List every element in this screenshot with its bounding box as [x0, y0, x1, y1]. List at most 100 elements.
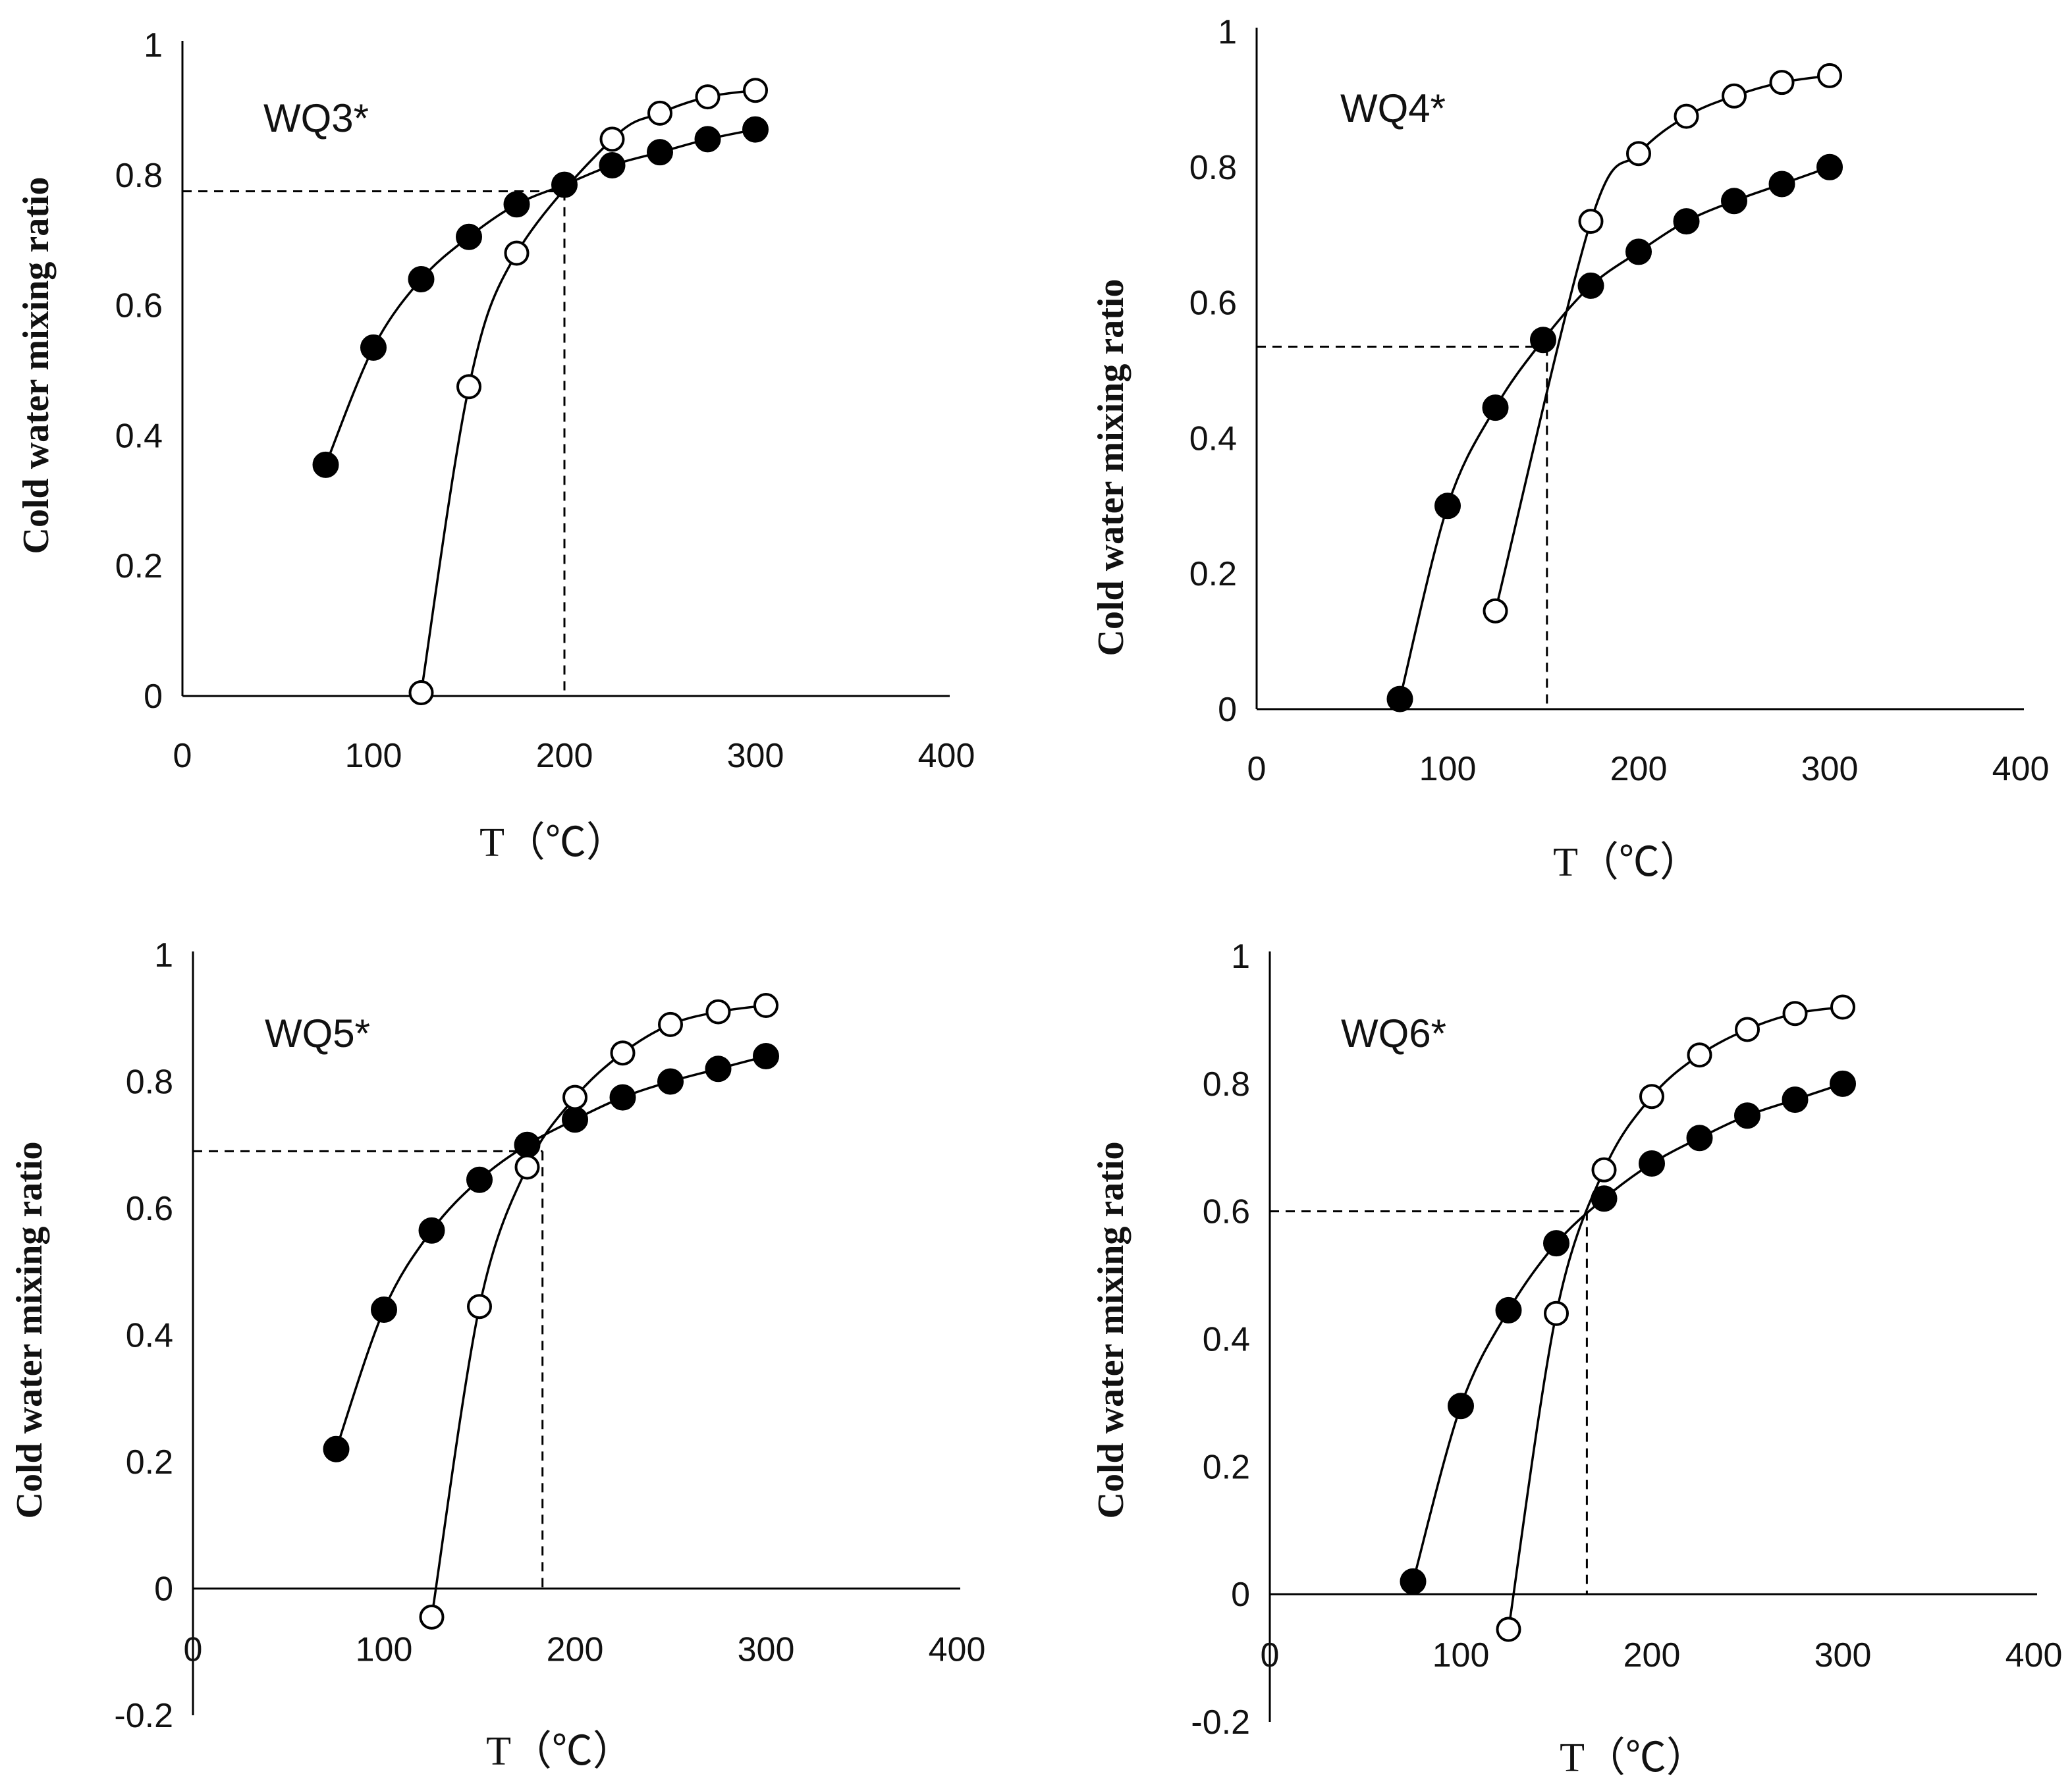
data-point-open	[658, 1011, 683, 1037]
x-tick-label: 400	[918, 737, 975, 775]
x-tick-label: 0	[184, 1631, 203, 1669]
y-tick-label: 0.4	[115, 417, 163, 455]
y-axis-label: Cold water mixing ratio	[1091, 279, 1131, 656]
y-tick-label: 0.6	[1203, 1193, 1250, 1231]
x-tick-label: 400	[1992, 750, 2050, 788]
data-point-filled	[742, 116, 769, 143]
data-point-open	[408, 680, 434, 706]
data-point-open	[647, 100, 672, 126]
data-point-filled	[1434, 493, 1461, 520]
y-tick-label: 0.8	[126, 1063, 173, 1102]
y-tick-label: 0.6	[1189, 284, 1237, 323]
series-line-filled	[1398, 166, 1830, 699]
data-point-open	[695, 84, 721, 110]
data-point-open	[1591, 1157, 1617, 1183]
x-tick-label: 0	[173, 737, 192, 775]
y-tick-label: 0	[1218, 691, 1237, 729]
series-line-open	[1507, 1005, 1843, 1630]
data-point-open	[1735, 1017, 1760, 1042]
data-point-open	[514, 1154, 540, 1180]
data-point-filled	[1386, 685, 1413, 712]
panel-title: WQ5*	[265, 1011, 370, 1056]
data-point-filled	[408, 266, 435, 293]
y-tick-label: 0.8	[115, 157, 163, 195]
y-tick-label: 0.2	[126, 1443, 173, 1482]
y-axis-label: Cold water mixing ratio	[16, 177, 57, 554]
data-point-filled	[599, 151, 626, 178]
data-point-open	[1544, 1300, 1569, 1326]
data-point-filled	[1625, 238, 1652, 265]
data-point-filled	[1482, 394, 1509, 421]
data-point-open	[504, 240, 530, 266]
data-point-filled	[1782, 1086, 1809, 1113]
data-point-open	[743, 78, 768, 103]
series-line-open	[420, 89, 756, 693]
data-point-open	[1578, 209, 1604, 234]
x-tick-label: 400	[2005, 1636, 2063, 1674]
x-tick-label: 300	[727, 737, 784, 775]
y-tick-label: 0	[1231, 1576, 1250, 1614]
data-point-filled	[1448, 1393, 1474, 1420]
x-tick-label: 200	[1623, 1636, 1681, 1674]
x-tick-label: 300	[1814, 1636, 1872, 1674]
panel-title: WQ3*	[263, 96, 369, 140]
data-point-open	[1782, 1001, 1808, 1027]
data-point-filled	[1400, 1568, 1427, 1595]
data-point-open	[1626, 141, 1651, 167]
y-tick-label: 0.6	[115, 287, 163, 325]
data-point-filled	[418, 1217, 445, 1244]
data-point-open	[456, 374, 481, 400]
data-point-open	[610, 1040, 636, 1066]
y-tick-label: 1	[154, 936, 173, 975]
data-point-open	[753, 993, 778, 1018]
data-point-open	[1830, 994, 1855, 1020]
data-point-open	[1483, 598, 1508, 624]
x-tick-label: 200	[547, 1631, 604, 1669]
x-axis-label: T（℃）	[479, 820, 627, 865]
series-line-open	[430, 1004, 767, 1618]
data-point-filled	[1543, 1230, 1569, 1257]
data-point-filled	[657, 1068, 684, 1095]
y-tick-label: 0.8	[1189, 149, 1237, 187]
x-tick-label: 0	[1261, 1636, 1280, 1674]
data-point-open	[599, 126, 625, 152]
x-tick-label: 100	[356, 1631, 413, 1669]
y-tick-label: 1	[1218, 13, 1237, 51]
panel-title: WQ4*	[1340, 86, 1446, 130]
data-point-filled	[562, 1106, 588, 1133]
data-point-filled	[1721, 188, 1747, 215]
data-point-open	[1817, 63, 1842, 88]
data-point-filled	[360, 334, 387, 361]
y-tick-label: 1	[1231, 938, 1250, 976]
x-tick-label: 200	[1610, 750, 1668, 788]
panel-1: 0 0.2 0.4 0.6 0.8 1 0 100 200 300 400 WQ3* Cold wate…	[16, 26, 975, 865]
data-point-filled	[466, 1166, 493, 1193]
data-point-open	[419, 1604, 445, 1630]
y-tick-label: -0.2	[1191, 1703, 1250, 1742]
y-tick-label: 0	[144, 678, 163, 716]
data-point-filled	[647, 139, 673, 166]
x-tick-label: 100	[345, 737, 402, 775]
data-point-filled	[1577, 272, 1604, 299]
data-point-open	[562, 1084, 587, 1110]
data-point-filled	[1686, 1125, 1713, 1152]
data-point-filled	[1673, 208, 1700, 235]
x-tick-label: 400	[929, 1631, 986, 1669]
y-tick-label: 0.2	[1203, 1448, 1250, 1486]
y-tick-label: -0.2	[114, 1697, 173, 1735]
x-tick-label: 100	[1432, 1636, 1490, 1674]
x-axis-label: T（℃）	[1553, 840, 1701, 885]
y-tick-label: 0.4	[1189, 419, 1237, 458]
data-point-open	[1687, 1042, 1712, 1068]
x-tick-label: 200	[536, 737, 593, 775]
data-point-filled	[1768, 171, 1795, 198]
data-point-open	[1674, 103, 1699, 129]
x-tick-label: 300	[738, 1631, 795, 1669]
data-point-filled	[705, 1056, 732, 1083]
data-point-filled	[694, 126, 721, 153]
y-tick-label: 0.4	[126, 1317, 173, 1355]
data-point-filled	[456, 223, 482, 250]
data-point-open	[705, 999, 731, 1025]
data-point-open	[467, 1294, 492, 1320]
